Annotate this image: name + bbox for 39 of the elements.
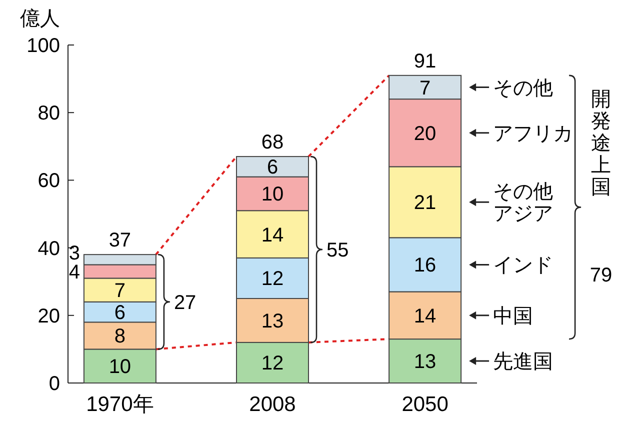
annotation: 55 xyxy=(326,239,349,262)
annotation: 27 xyxy=(174,292,196,314)
y-axis-title: 億人 xyxy=(20,8,60,30)
text: 開発途上国 xyxy=(591,88,612,199)
y-tick-label: 60 xyxy=(38,170,60,192)
series-label: アフリカ xyxy=(493,122,574,145)
series-label: その他アジア xyxy=(493,181,554,226)
data-label: 7 xyxy=(114,280,126,302)
data-label: 10 xyxy=(108,356,132,378)
series-label: 先進国 xyxy=(493,351,554,374)
data-label: 7 xyxy=(419,77,431,100)
data-label: 12 xyxy=(261,352,284,375)
data-label: 20 xyxy=(414,122,436,145)
data-label: 10 xyxy=(261,184,284,206)
series-label: インド xyxy=(493,254,554,277)
series-label: 中国 xyxy=(493,305,534,328)
total-label: 68 xyxy=(261,132,284,154)
data-label: 12 xyxy=(261,268,284,290)
data-label: 8 xyxy=(114,326,126,348)
data-label: 21 xyxy=(414,192,436,214)
y-tick-label: 100 xyxy=(26,35,60,57)
y-tick-label: 40 xyxy=(38,238,60,260)
data-label: 14 xyxy=(414,305,436,328)
x-tick-label: 2008 xyxy=(249,393,296,416)
x-tick-label: 1970年 xyxy=(86,393,154,416)
y-tick-label: 20 xyxy=(38,305,60,328)
data-label: 6 xyxy=(114,302,126,324)
text: 79 xyxy=(590,264,612,287)
data-label: 13 xyxy=(414,351,436,374)
y-tick-label: 80 xyxy=(38,102,60,125)
total-label: 91 xyxy=(414,50,436,72)
data-label: 16 xyxy=(414,254,436,277)
data-label: 14 xyxy=(261,224,284,246)
data-label: 6 xyxy=(266,156,278,179)
x-tick-label: 2050 xyxy=(402,393,448,416)
total-label: 37 xyxy=(108,230,132,252)
y-tick-label: 0 xyxy=(48,373,60,395)
series-label: その他 xyxy=(493,77,554,100)
data-label: 13 xyxy=(261,310,284,332)
